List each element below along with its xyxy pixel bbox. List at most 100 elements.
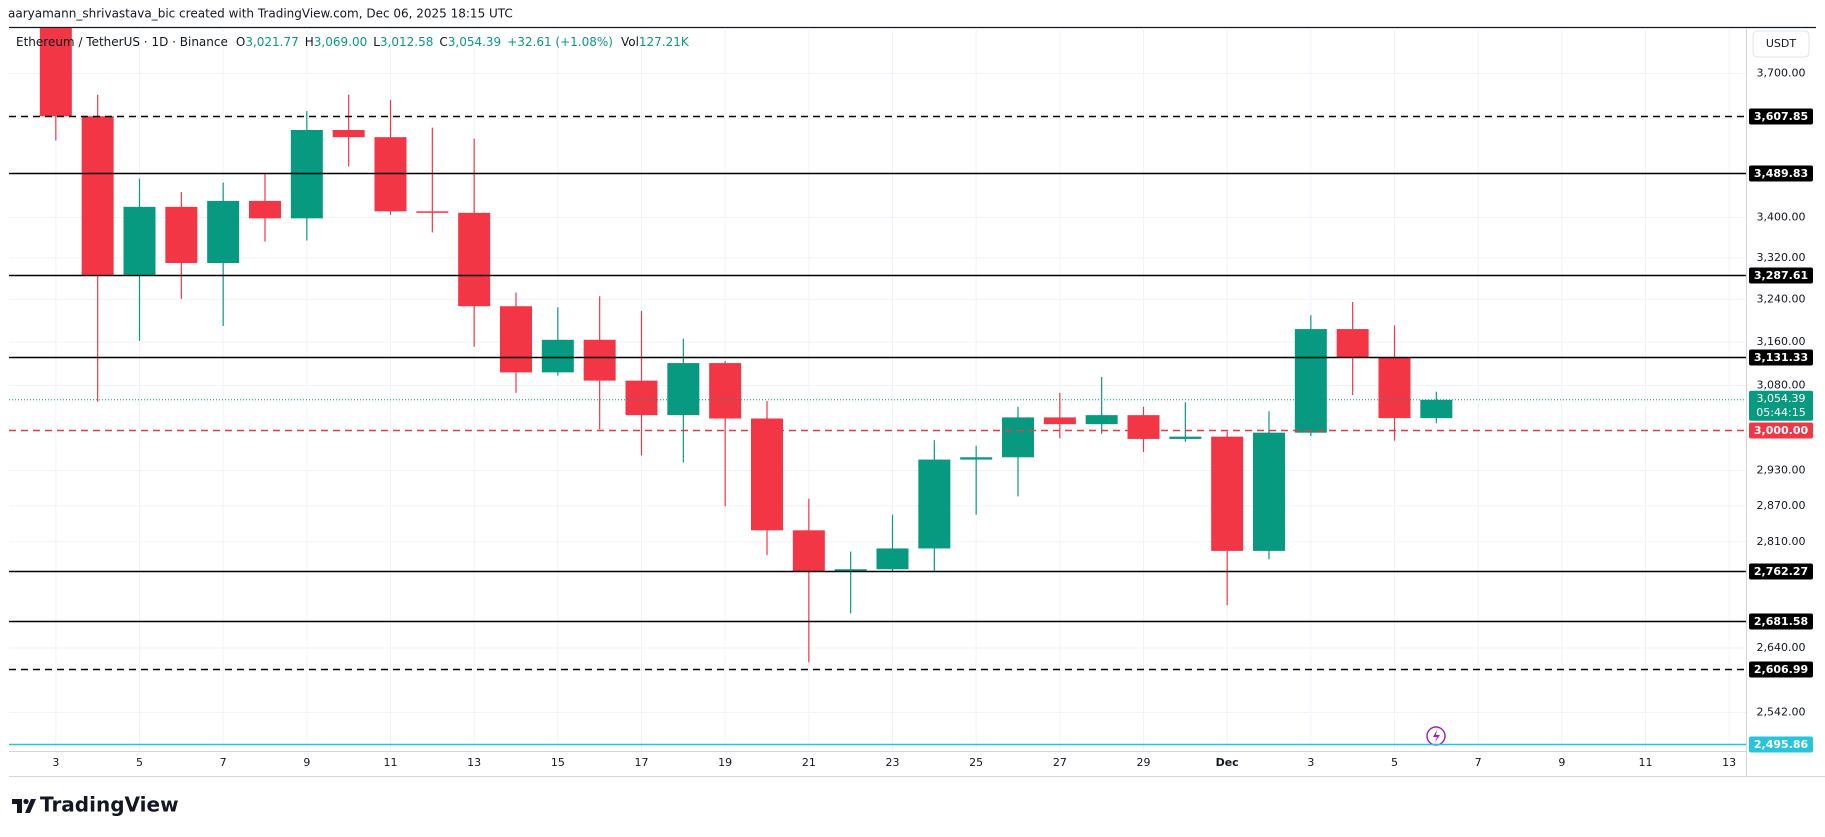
level-label: 2,495.86 [1754,738,1809,751]
x-tick-label: 23 [886,756,900,769]
candle-body [918,459,951,549]
x-tick-label: 17 [635,756,649,769]
candle-body [1085,415,1118,425]
level-label-box [1749,563,1813,580]
legend-key: H [305,35,314,49]
candle-body [1211,436,1244,551]
candle-body [39,28,72,117]
countdown: 05:44:15 [1756,406,1805,419]
x-tick-label: 27 [1053,756,1067,769]
x-tick-label: 9 [303,756,310,769]
x-tick-label: 5 [1391,756,1398,769]
x-tick-label: 21 [802,756,816,769]
candle-body [416,211,449,213]
y-tick-label: 3,400.00 [1757,210,1806,223]
currency: USDT [1766,37,1797,50]
candle-body [583,339,616,381]
header: aaryamann_shrivastava_bic created with T… [8,7,513,21]
level-label: 2,606.99 [1754,663,1808,676]
x-tick-label: 3 [52,756,59,769]
x-tick-label: 29 [1137,756,1151,769]
y-tick-label: 3,240.00 [1757,292,1806,305]
candle-body [81,116,114,275]
candle-body [541,339,574,373]
candle-body [1420,399,1453,419]
legend-value: 3,021.77 [245,35,298,49]
candle-body [165,206,198,264]
x-tick-label: 25 [969,756,983,769]
x-tick-label: 5 [136,756,143,769]
y-tick-label: 2,542.00 [1757,705,1806,718]
level-label: 2,681.58 [1754,615,1808,628]
level-label-box [1749,267,1813,284]
legend-key: O [236,35,245,49]
candle-body [960,457,993,460]
legend-text: Ethereum / TetherUS · 1D · Binance O3,021… [16,35,690,49]
candle-body [834,569,867,572]
candle-body [1336,329,1369,358]
x-tick-label: 11 [384,756,398,769]
candle-body [1127,415,1160,439]
currency-box[interactable] [1752,30,1810,58]
candle-body [249,200,281,219]
level-label-box [1749,349,1813,366]
x-tick-label: 3 [1307,756,1314,769]
x-tick-label: 13 [467,756,481,769]
level-label: 3,489.83 [1754,167,1808,180]
candle-body [1169,436,1202,439]
legend: Ethereum / TetherUS · 1D · Binance O3,021… [16,35,690,49]
x-tick-label: 7 [1475,756,1482,769]
y-tick-label: 3,080.00 [1757,379,1806,392]
level-label: 3,607.85 [1754,110,1808,123]
level-label: 3,131.33 [1754,351,1808,364]
candle-body [667,363,700,416]
y-tick-label: 2,930.00 [1757,464,1806,477]
candle-body [792,530,825,572]
x-tick-label: 9 [1558,756,1565,769]
legend-key: C [439,35,447,49]
legend-value: 3,069.00 [314,35,367,49]
legend-symbol: Ethereum / TetherUS · 1D · Binance [16,35,228,49]
level-label-box [1749,613,1813,630]
candle-body [458,212,491,307]
candle-body [207,200,240,264]
y-tick-label: 3,160.00 [1757,335,1806,348]
x-tick-label: 7 [220,756,227,769]
level-label-box [1749,661,1813,678]
legend-value: 3,054.39 [448,35,501,49]
candle-body [1378,357,1411,419]
plot-area [9,28,1746,751]
y-tick-label: 2,810.00 [1757,535,1806,548]
brand-logo [12,798,36,813]
level-label-box [1749,165,1813,182]
x-tick-label: Dec [1216,756,1239,769]
candle-body [751,418,783,531]
legend-key: L [373,35,380,49]
level-label: 3,287.61 [1754,269,1808,282]
candle-body [1002,417,1034,458]
event-bolt [1433,730,1440,742]
legend-value: 3,012.58 [380,35,433,49]
y-tick-label: 3,320.00 [1757,251,1806,264]
candle-body [1043,417,1076,425]
legend-volume: 127.21K [639,35,690,49]
candle-body [625,380,658,416]
last-price-box [1749,390,1813,421]
level-label-box [1749,422,1813,439]
x-tick-label: 15 [551,756,565,769]
level-label-box [1749,736,1813,753]
candle-body [500,306,532,373]
y-tick-label: 2,640.00 [1757,641,1806,654]
y-tick-label: 3,700.00 [1757,66,1806,79]
level-label: 2,762.27 [1754,565,1808,578]
candle-body [709,363,742,419]
last-price-label: 3,054.39 [1757,392,1806,405]
y-tick-label: 2,870.00 [1757,499,1806,512]
x-tick-label: 11 [1639,756,1653,769]
brand: TradingView [40,793,179,817]
candle-body [1294,329,1327,433]
x-tick-label: 19 [718,756,732,769]
level-label: 3,000.00 [1754,424,1809,437]
legend-volume-key: Vol [621,35,639,49]
